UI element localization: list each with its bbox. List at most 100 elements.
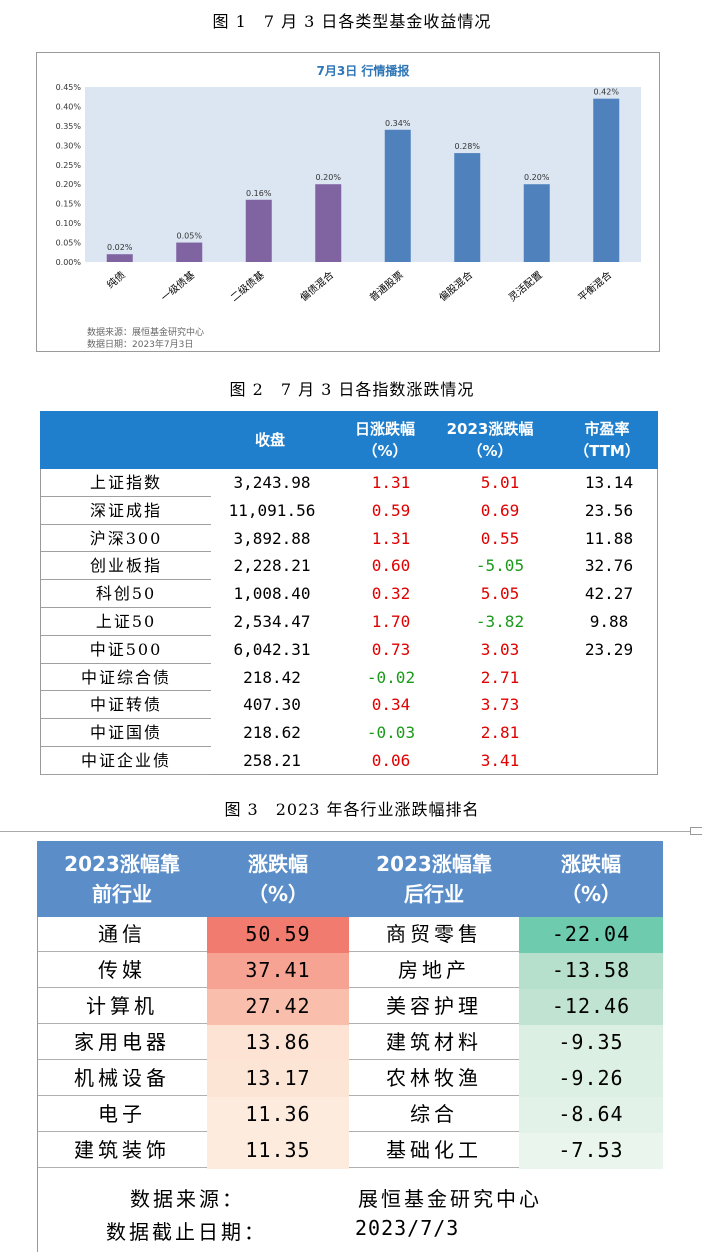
table-left-border [37,917,38,1252]
data-label: 0.28% [455,142,481,151]
cell-daily: 0.06 [371,751,411,770]
table-row: 建筑装饰 11.35 基础化工 -7.53 [37,1133,663,1169]
cell-pe: 42.27 [584,584,634,604]
header-top-industry: 2023涨幅靠 前行业 [64,852,180,906]
data-label: 0.02% [107,243,133,252]
cell-name: 沪深300 [89,528,163,548]
header-close: 收盘 [254,431,285,449]
header-ytd-change: 2023涨跌幅 （%） [446,420,534,460]
y-tick-label: 0.10% [56,219,82,228]
cell-pe: 9.88 [589,612,629,631]
footer-source-value: 展恒基金研究中心 [358,1187,542,1211]
cell-ytd: 5.01 [480,473,520,492]
cell-close: 3,243.98 [233,473,311,492]
data-label: 0.20% [316,173,342,182]
table-row: 家用电器 13.86 建筑材料 -9.35 [37,1025,663,1061]
fund-return-chart: 7月3日 行情播报 0.00% 0.05% 0.10% 0.15% 0.20% 0.25% 0… [36,52,660,352]
table-row: 电子 11.36 综合 -8.64 [37,1097,663,1133]
cell-pe: 23.56 [584,500,634,520]
cell-ytd: 2.71 [480,667,520,687]
bar [106,254,133,262]
table-row: 机械设备 13.17 农林牧渔 -9.26 [37,1061,663,1097]
cell-name: 创业板指 [89,556,162,576]
cell-pe: 23.29 [584,639,634,659]
header-bottom-change: 涨跌幅 （%） [560,852,622,906]
row-separator [41,745,211,747]
cell-top: 家用电器 [37,1025,207,1060]
cell-bottom: 建筑材料 [349,1025,519,1060]
y-tick-label: 0.30% [56,141,82,150]
cell-bottom_value: -9.26 [519,1061,663,1097]
cell-bottom_value: -7.53 [519,1133,663,1169]
table-row: 中证转债 407.30 0.34 3.73 [41,691,657,720]
table-row: 科创50 1,008.40 0.32 5.05 42.27 [41,580,657,608]
cell-top: 传媒 [37,953,207,988]
cell-top_value: 13.17 [207,1061,349,1097]
cell-daily: 0.34 [371,695,411,715]
table-row: 中证国债 218.62 -0.03 2.81 [41,719,657,747]
cell-pe [563,719,655,747]
row-separator [41,690,211,692]
cell-close: 407.30 [243,695,301,715]
chart-title: 7月3日 行情播报 [317,63,410,78]
cell-name: 上证50 [95,612,157,631]
cell-close: 258.21 [243,751,301,770]
cell-bottom: 农林牧渔 [349,1061,519,1096]
y-tick-label: 0.25% [56,161,82,170]
footer-date-value: 2023/7/3 [355,1216,460,1240]
header-bottom-industry: 2023涨幅靠 后行业 [376,852,492,906]
data-label: 0.34% [385,119,411,128]
cell-daily: 1.31 [371,473,411,492]
cell-bottom: 商贸零售 [349,917,519,952]
cell-pe: 13.14 [584,473,634,492]
cell-name: 深证成指 [89,500,162,520]
bar [454,153,481,262]
cell-bottom_value: -12.46 [519,989,663,1025]
table-row: 通信 50.59 商贸零售 -22.04 [37,917,663,953]
figure-3-caption: 图 3 2023 年各行业涨跌幅排名 [224,800,480,819]
cell-top: 机械设备 [37,1061,207,1096]
cell-daily: 0.32 [371,584,411,604]
cell-top: 电子 [37,1097,207,1132]
cell-name: 中证国债 [89,723,162,743]
cell-top: 通信 [37,917,207,952]
chart-source: 数据来源：展恒基金研究中心 [87,328,205,338]
cell-top: 建筑装饰 [37,1133,207,1168]
cell-name: 中证转债 [89,695,162,715]
cell-daily: 0.60 [371,556,411,576]
header-daily-change: 日涨跌幅 （%） [354,420,415,460]
cell-bottom_value: -9.35 [519,1025,663,1061]
y-tick-label: 0.15% [56,200,82,209]
cell-bottom: 房地产 [349,953,519,988]
section-divider [0,831,690,832]
category-label: 偏股混合 [436,268,475,304]
cell-daily: 1.31 [371,528,411,548]
cell-top_value: 11.35 [207,1133,349,1169]
cell-top_value: 50.59 [207,917,349,953]
cell-ytd: 0.55 [480,528,520,548]
table-row: 中证企业债 258.21 0.06 3.41 [41,747,657,775]
bar [593,98,620,262]
y-tick-label: 0.00% [56,258,82,267]
cell-close: 2,534.47 [233,612,311,631]
cell-pe [563,691,655,719]
table-row: 计算机 27.42 美容护理 -12.46 [37,989,663,1025]
cell-ytd: 3.41 [480,751,520,770]
cell-close: 6,042.31 [233,639,311,659]
category-label: 平衡混合 [575,268,614,304]
y-tick-label: 0.20% [56,180,82,189]
category-label: 普通股票 [367,268,406,304]
cell-bottom: 综合 [349,1097,519,1132]
cell-bottom: 基础化工 [349,1133,519,1168]
bar [315,184,342,262]
cell-bottom_value: -8.64 [519,1097,663,1133]
bar [384,129,411,262]
table-row: 中证500 6,042.31 0.73 3.03 23.29 [41,636,657,664]
table-row: 上证50 2,534.47 1.70 -3.82 9.88 [41,608,657,636]
y-tick-label: 0.45% [56,83,82,92]
category-label: 二级债基 [228,268,267,304]
header-pe-ratio: 市盈率 （TTM） [574,420,640,460]
cell-ytd: 3.73 [480,695,520,715]
cell-ytd: 0.69 [480,500,520,520]
row-separator [41,634,211,636]
